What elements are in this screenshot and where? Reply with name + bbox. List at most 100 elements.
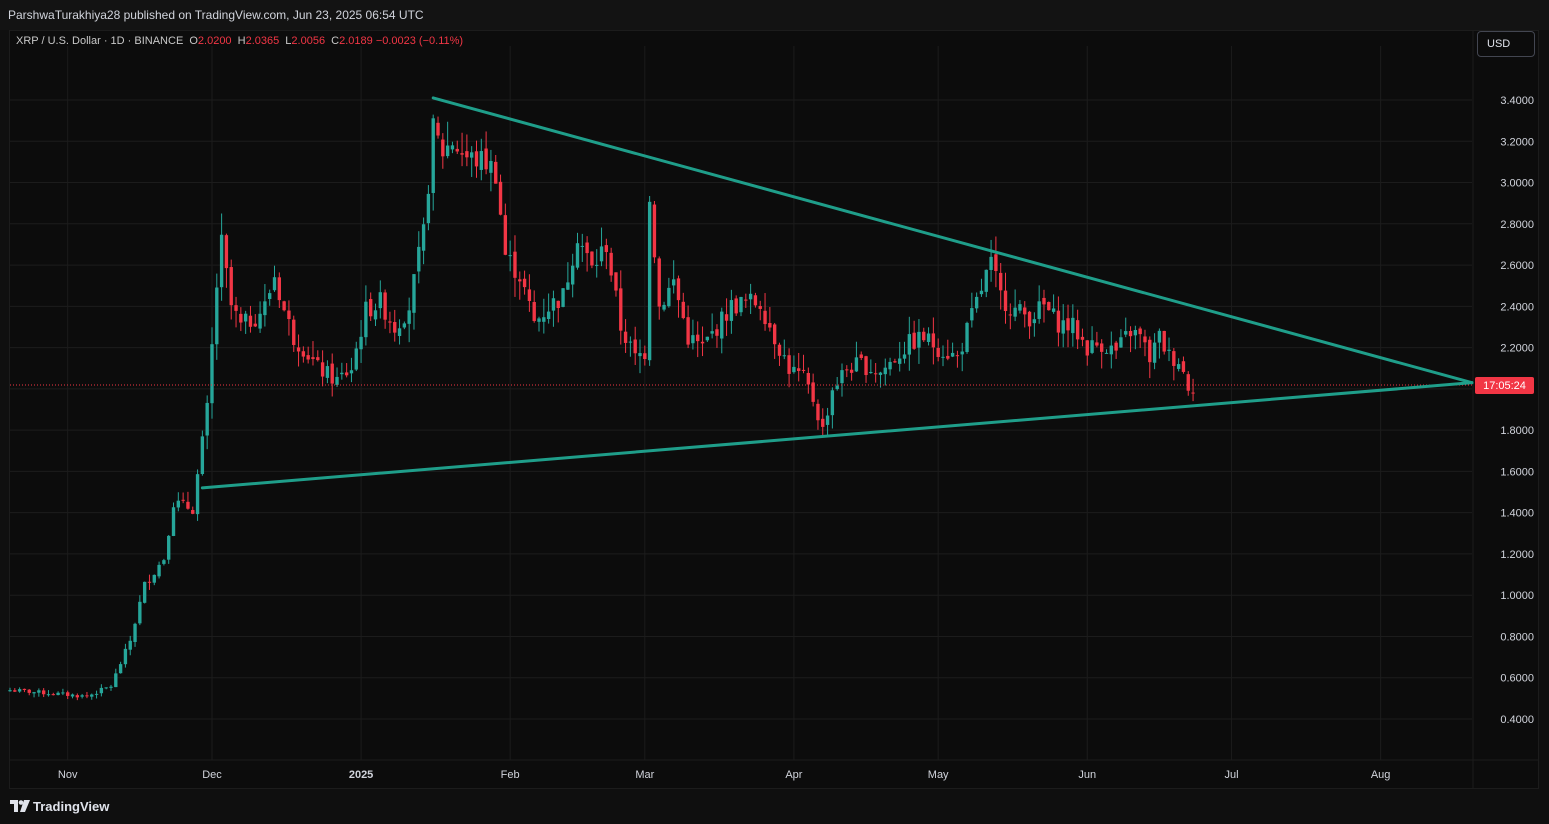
trendline bbox=[200, 381, 1474, 490]
candle-body bbox=[710, 331, 714, 334]
candle-body bbox=[407, 310, 411, 324]
candle-body bbox=[90, 694, 94, 697]
candle-body bbox=[268, 293, 272, 299]
countdown-text: 17:05:24 bbox=[1483, 379, 1526, 392]
candle-body bbox=[869, 372, 873, 374]
candle-body bbox=[1186, 374, 1190, 391]
candle-body bbox=[296, 347, 301, 352]
candle-body bbox=[763, 310, 767, 325]
candle-body bbox=[118, 664, 123, 674]
candle-body bbox=[638, 353, 642, 357]
candle-body bbox=[859, 354, 863, 358]
candle-body bbox=[840, 370, 844, 384]
candle-body bbox=[1109, 345, 1113, 355]
candle-body bbox=[527, 289, 532, 301]
candle-body bbox=[224, 235, 229, 269]
candle-body bbox=[1013, 307, 1017, 317]
y-tick-label: 1.0000 bbox=[1500, 590, 1534, 602]
candle-body bbox=[397, 328, 402, 337]
candle-body bbox=[1075, 320, 1080, 340]
candle-body bbox=[787, 355, 791, 374]
candle-body bbox=[378, 292, 382, 309]
candle-body bbox=[316, 357, 320, 361]
legend-high-label: H bbox=[237, 35, 246, 47]
candle-body bbox=[864, 356, 868, 376]
legend-open-value: 2.0200 bbox=[197, 35, 232, 47]
candle-body bbox=[734, 298, 738, 314]
candle-body bbox=[585, 242, 589, 254]
candle-body bbox=[104, 687, 108, 689]
candle-body bbox=[1181, 361, 1186, 372]
x-tick-label: Apr bbox=[785, 769, 802, 781]
candle-body bbox=[513, 251, 517, 278]
candle-body bbox=[946, 355, 950, 359]
candle-body bbox=[292, 319, 296, 345]
y-tick-label: 3.4000 bbox=[1500, 95, 1534, 107]
y-tick-label: 2.2000 bbox=[1500, 343, 1534, 355]
candle-body bbox=[628, 341, 633, 343]
candlestick-chart[interactable]: 0.4000 0.6000 0.8000 1.0000 1.2000 1.4000 1.60… bbox=[0, 0, 1549, 790]
candle-body bbox=[46, 694, 51, 696]
candle-body bbox=[1104, 352, 1109, 354]
candle-body bbox=[912, 332, 916, 349]
candle-body bbox=[176, 500, 181, 508]
y-tick-label: 1.4000 bbox=[1500, 508, 1534, 520]
candle-body bbox=[1056, 310, 1061, 333]
candle-body bbox=[441, 139, 445, 157]
candle-body bbox=[1138, 328, 1142, 335]
candle-body bbox=[681, 301, 685, 319]
candle-body bbox=[724, 314, 729, 321]
candle-body bbox=[234, 305, 238, 311]
candle-body bbox=[171, 507, 176, 536]
candle-body bbox=[835, 385, 839, 390]
candle-body bbox=[162, 560, 166, 564]
candle-body bbox=[590, 251, 594, 266]
candle-body bbox=[210, 344, 214, 404]
candle-body bbox=[436, 122, 440, 136]
candle-body bbox=[532, 302, 536, 322]
legend-low-label: L bbox=[285, 35, 292, 47]
x-tick-label: Nov bbox=[58, 769, 78, 781]
candle-body bbox=[383, 292, 387, 320]
candle-body bbox=[926, 333, 931, 342]
candle-body bbox=[1114, 342, 1118, 351]
candle-body bbox=[729, 300, 734, 321]
candle-body bbox=[13, 690, 17, 692]
chart-pane[interactable] bbox=[9, 30, 1539, 789]
currency-button[interactable]: USD bbox=[1477, 31, 1535, 57]
footer-bar: TradingView bbox=[0, 790, 1549, 824]
candle-body bbox=[542, 317, 546, 322]
candle-body bbox=[51, 694, 55, 696]
legend-close-label: C bbox=[331, 35, 340, 47]
candle-body bbox=[8, 690, 12, 692]
candle-body bbox=[80, 695, 84, 697]
candle-body bbox=[22, 688, 27, 690]
candle-body bbox=[917, 331, 921, 348]
candle-body bbox=[931, 333, 936, 348]
candle-body bbox=[248, 315, 253, 327]
footer-brand[interactable]: TradingView bbox=[33, 799, 110, 814]
candle-body bbox=[340, 372, 344, 375]
candle-body bbox=[907, 334, 912, 355]
candle-body bbox=[470, 152, 474, 158]
candle-body bbox=[1191, 392, 1195, 394]
candle-body bbox=[61, 692, 65, 694]
candle-body bbox=[854, 357, 859, 372]
tradingview-logo-icon[interactable] bbox=[10, 800, 30, 812]
candle-body bbox=[561, 288, 565, 307]
legend-close-value: 2.0189 bbox=[339, 35, 373, 47]
candle-body bbox=[652, 204, 657, 258]
legend-open-label: O bbox=[189, 35, 198, 47]
candle-body bbox=[494, 161, 498, 184]
candle-body bbox=[138, 601, 142, 624]
candle-body bbox=[243, 313, 248, 322]
candle-body bbox=[806, 372, 811, 385]
candle-body bbox=[498, 181, 503, 215]
candle-body bbox=[205, 402, 209, 436]
candle-body bbox=[1085, 340, 1089, 356]
publisher-bar: ParshwaTurakhiya28 published on TradingV… bbox=[0, 0, 1549, 30]
x-tick-label: Mar bbox=[635, 769, 654, 781]
legend-high-value: 2.0365 bbox=[245, 35, 280, 47]
candle-body bbox=[1080, 336, 1085, 340]
candle-body bbox=[604, 245, 609, 253]
